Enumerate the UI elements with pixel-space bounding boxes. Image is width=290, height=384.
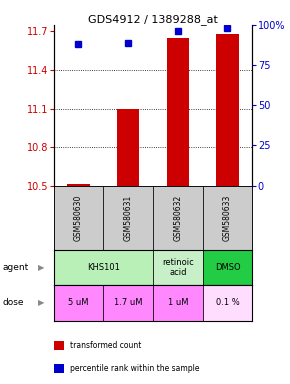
Bar	[153, 250, 203, 285]
Bar	[153, 285, 203, 321]
Text: GSM580633: GSM580633	[223, 195, 232, 241]
Bar	[117, 109, 139, 185]
Text: 1 uM: 1 uM	[168, 298, 188, 308]
Text: retinoic
acid: retinoic acid	[162, 258, 194, 277]
Title: GDS4912 / 1389288_at: GDS4912 / 1389288_at	[88, 14, 218, 25]
Bar	[203, 285, 252, 321]
Bar	[54, 250, 153, 285]
Bar	[153, 185, 203, 250]
Text: 0.1 %: 0.1 %	[215, 298, 239, 308]
Text: dose: dose	[3, 298, 24, 308]
Bar	[216, 34, 239, 185]
Text: GSM580632: GSM580632	[173, 195, 182, 241]
Bar	[203, 185, 252, 250]
Bar	[103, 285, 153, 321]
Text: ▶: ▶	[38, 263, 44, 272]
Text: GSM580631: GSM580631	[124, 195, 133, 241]
Bar	[167, 38, 189, 185]
Bar	[67, 184, 90, 185]
Bar	[103, 185, 153, 250]
Text: 1.7 uM: 1.7 uM	[114, 298, 142, 308]
Text: KHS101: KHS101	[87, 263, 120, 272]
Bar	[54, 185, 103, 250]
Bar	[54, 285, 103, 321]
Text: percentile rank within the sample: percentile rank within the sample	[70, 364, 199, 373]
Text: ▶: ▶	[38, 298, 44, 308]
Bar	[203, 250, 252, 285]
Text: transformed count: transformed count	[70, 341, 141, 350]
Text: agent: agent	[3, 263, 29, 272]
Text: DMSO: DMSO	[215, 263, 240, 272]
Text: GSM580630: GSM580630	[74, 195, 83, 241]
Text: 5 uM: 5 uM	[68, 298, 89, 308]
